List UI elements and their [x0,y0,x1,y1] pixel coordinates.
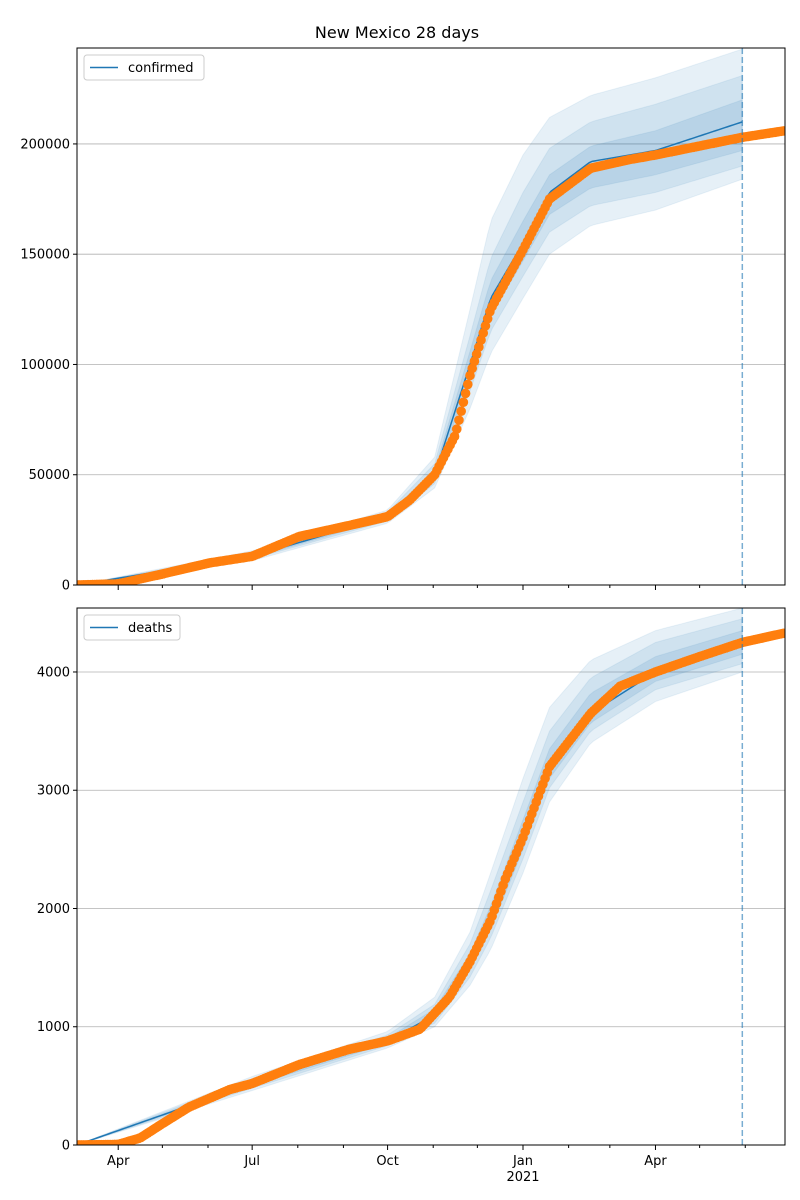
chart-title: New Mexico 28 days [315,23,479,42]
ytick-label: 150000 [20,248,70,263]
axes-frame [76,607,786,1146]
observed-point [778,628,785,639]
ytick-label: 100000 [20,358,70,373]
xtick-label: Apr [107,1154,130,1169]
legend-box [83,54,205,81]
ytick-label: 1000 [37,1020,70,1035]
legend-label: confirmed [128,61,194,76]
xtick-label: Oct [376,1154,398,1169]
ytick-label: 3000 [37,784,70,799]
forecast-band-3 [77,99,743,585]
xtick-label: Apr [644,1154,667,1169]
plot-area [77,48,785,585]
xtick-year-label: 2021 [506,1170,539,1185]
legend: confirmed [83,54,205,81]
legend: deaths [83,614,181,641]
axes-frame [76,47,786,586]
ytick-label: 50000 [29,468,70,483]
ytick-label: 2000 [37,902,70,917]
observed-point [460,388,471,399]
observed-point [778,126,785,136]
xtick-label: Jul [243,1154,260,1169]
ytick-label: 0 [62,1139,70,1154]
ytick-label: 0 [62,579,70,594]
observed-point [456,406,466,417]
observed-point [462,379,473,390]
forecast-band-2 [77,618,743,1145]
legend-label: deaths [128,621,173,636]
observed-point [451,424,462,434]
forecast-median-line [77,641,743,1145]
xtick-label: Jan [512,1154,533,1169]
ytick-label: 200000 [20,137,70,152]
ytick-label: 4000 [37,665,70,680]
observed-point [454,415,464,425]
observed-point [458,397,469,408]
observed-point [449,431,460,442]
plot-area [77,608,785,1145]
panel-confirmed: 0 50000 100000 150000 200000 confirmed [20,47,786,594]
legend-box [83,614,181,641]
